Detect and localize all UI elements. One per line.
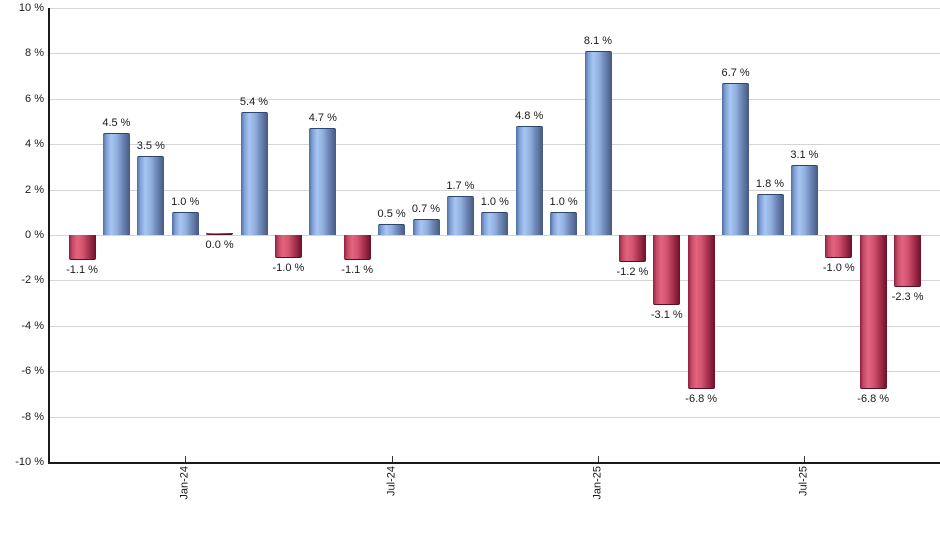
bar-value-label: -6.8 %	[857, 393, 890, 405]
bar-value-label: 0.5 %	[377, 208, 406, 220]
bar[interactable]	[241, 112, 268, 235]
bar[interactable]	[344, 235, 371, 260]
bar-value-label: -1.0 %	[822, 262, 855, 274]
bar-value-label: 5.4 %	[239, 96, 269, 108]
bar[interactable]	[516, 126, 543, 235]
bar-value-label: 8.1 %	[583, 35, 613, 47]
gridline	[50, 190, 940, 191]
bar[interactable]	[653, 235, 680, 305]
bar-value-label: -1.2 %	[616, 266, 649, 278]
gridline	[50, 326, 940, 327]
bar[interactable]	[137, 156, 164, 235]
bar[interactable]	[550, 212, 577, 235]
bar[interactable]	[172, 212, 199, 235]
y-axis-tick-label: -4 %	[21, 320, 44, 332]
y-axis-tick-label: 6 %	[25, 93, 44, 105]
bar-value-label: 3.5 %	[136, 140, 165, 152]
bar-value-label: 4.8 %	[515, 110, 544, 122]
y-axis-tick-label: 4 %	[25, 138, 44, 150]
bar[interactable]	[481, 212, 508, 235]
bar-value-label: -3.1 %	[650, 309, 683, 321]
bar-value-label: 1.7 %	[446, 180, 475, 192]
y-axis-tick-label: 8 %	[25, 47, 44, 59]
bar-value-label: -1.0 %	[272, 262, 305, 274]
bar[interactable]	[103, 133, 130, 235]
x-axis-tick	[185, 456, 186, 462]
bar-value-label: 6.7 %	[721, 67, 750, 79]
bar[interactable]	[619, 235, 646, 262]
x-axis-tick-label: Jul-25	[797, 466, 810, 496]
gridline	[50, 53, 940, 54]
bar-value-label: 0.0 %	[205, 239, 234, 251]
bar[interactable]	[688, 235, 715, 389]
y-axis-tick-label: -2 %	[21, 274, 44, 286]
y-axis-tick-label: 0 %	[25, 229, 44, 241]
bar[interactable]	[722, 83, 749, 235]
bar-value-label: -1.1 %	[341, 264, 374, 276]
bar-value-label: 1.0 %	[171, 196, 200, 208]
x-axis-tick	[598, 456, 599, 462]
bar-value-label: 4.7 %	[308, 112, 337, 124]
x-axis-tick	[392, 456, 393, 462]
bar[interactable]	[206, 233, 233, 235]
bar[interactable]	[309, 128, 336, 235]
bar[interactable]	[275, 235, 302, 258]
bar-value-label: -2.3 %	[891, 291, 924, 303]
bar[interactable]	[413, 219, 440, 235]
bar[interactable]	[757, 194, 784, 235]
gridline	[50, 8, 940, 9]
gridline	[50, 235, 940, 236]
x-axis-tick-label: Jul-24	[385, 466, 398, 496]
x-axis-tick-label: Jan-24	[178, 466, 191, 500]
bar-value-label: 1.8 %	[755, 178, 785, 190]
bar[interactable]	[378, 224, 405, 235]
bar-value-label: 3.1 %	[790, 149, 819, 161]
y-axis-tick-label: -6 %	[21, 365, 44, 377]
bar-value-label: -6.8 %	[685, 393, 718, 405]
gridline	[50, 99, 940, 100]
x-axis-tick	[804, 456, 805, 462]
bar[interactable]	[894, 235, 921, 287]
gridline	[50, 280, 940, 281]
y-axis-tick-label: 10 %	[18, 2, 44, 14]
bar[interactable]	[825, 235, 852, 258]
y-axis-line	[48, 8, 50, 464]
x-axis-line	[48, 462, 940, 464]
gridline	[50, 417, 940, 418]
bar-value-label: 0.7 %	[411, 203, 441, 215]
y-axis-tick-label: 2 %	[25, 184, 44, 196]
bar[interactable]	[860, 235, 887, 389]
gridline	[50, 371, 940, 372]
bar-value-label: -1.1 %	[66, 264, 98, 276]
bar-value-label: 1.0 %	[549, 196, 578, 208]
bar-value-label: 4.5 %	[102, 117, 131, 129]
bar-value-label: 1.0 %	[480, 196, 509, 208]
bar[interactable]	[791, 165, 818, 235]
bar[interactable]	[69, 235, 96, 260]
bar[interactable]	[447, 196, 474, 235]
x-axis-tick-label: Jan-25	[591, 466, 604, 500]
y-axis-tick-label: -8 %	[21, 411, 44, 423]
gridline	[50, 144, 940, 145]
y-axis-tick-label: -10 %	[15, 456, 44, 468]
bar[interactable]	[585, 51, 612, 235]
